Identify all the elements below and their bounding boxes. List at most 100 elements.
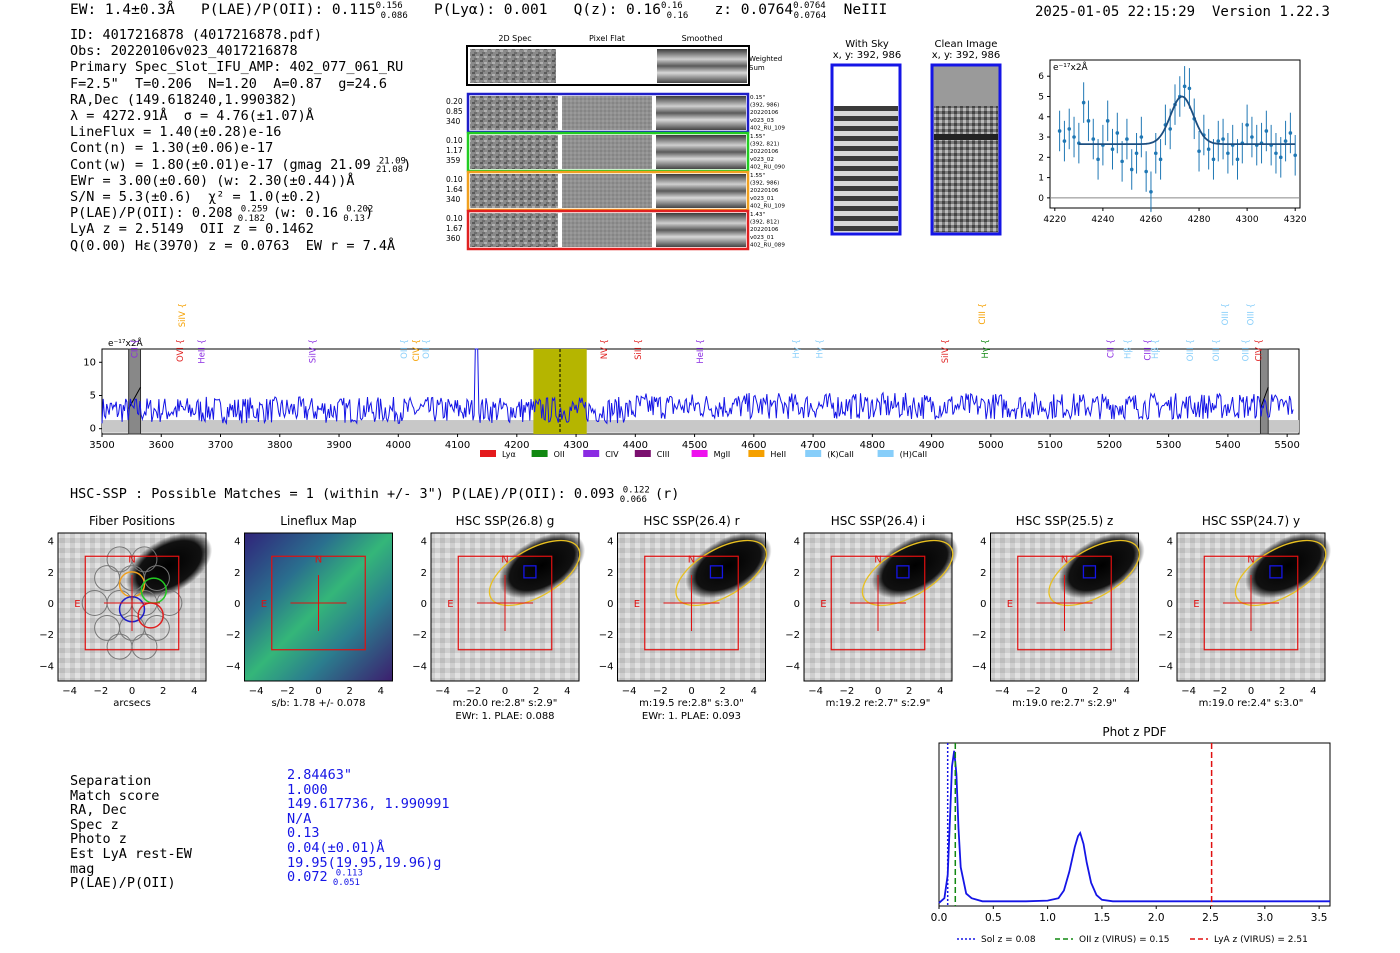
cutout-row-3-meta-1: 1.64	[446, 185, 463, 194]
spectrum-line-label: HeII {	[696, 339, 706, 364]
image-xtick-label: 4	[1124, 686, 1130, 697]
linefit-model-curve	[1078, 95, 1296, 145]
spectrum-xtick-label: 4000	[386, 440, 411, 451]
linefit-point	[1057, 129, 1062, 133]
east-label: E	[634, 599, 640, 610]
search-box	[1017, 555, 1112, 651]
linefit-ytick-label: 4	[1038, 113, 1044, 123]
spectrum-line-label: Hγ {	[981, 339, 991, 359]
image-xtick-label: 2	[1092, 686, 1098, 697]
spectrum-ytick-label: 10	[83, 357, 96, 368]
linefit-point	[1293, 153, 1297, 158]
linefit-point	[1235, 157, 1240, 162]
fiber-circle	[143, 614, 170, 641]
spectrum-line-label: CIII {	[978, 303, 988, 325]
search-box	[271, 555, 366, 651]
image-xtick-label: 2	[719, 686, 725, 697]
spectrum-legend-swatch	[691, 450, 708, 457]
image-xtick-label: 2	[906, 686, 912, 697]
image-xtick-label: 0	[1061, 686, 1067, 697]
image-xtick-label: 2	[1279, 686, 1285, 697]
summary-header: EW: 1.4±0.3Å P(LAE)/P(OII): 0.1150.1560.…	[70, 2, 887, 21]
image-ytick-label: 0	[794, 599, 800, 610]
match-label-ew: Est LyA rest-EW	[70, 845, 192, 862]
image-xtick-label: −4	[1181, 686, 1196, 697]
linefit-point	[1168, 127, 1172, 131]
match-label-radec: RA, Dec	[70, 802, 127, 819]
image-xtick-label: −2	[839, 686, 854, 697]
image-ytick-label: −2	[412, 630, 427, 641]
photz-title: Phot z PDF	[1102, 725, 1166, 739]
galaxy-blob	[125, 532, 213, 599]
image-caption-1: m:19.5 re:2.8" s:3.0"	[639, 698, 744, 709]
image-ytick-label: 4	[1167, 537, 1173, 548]
line-fit-chart: 0 1 2 3 4 5 6 4220 4240 4260 4280 4300 4320 e⁻¹⁷x2Å	[1038, 59, 1307, 225]
spectrum-mask-hatch	[1260, 387, 1269, 409]
image-xtick-label: −2	[653, 686, 668, 697]
search-box	[830, 555, 926, 651]
info-obs: Obs: 20220106v023_4017216878	[70, 43, 298, 60]
image-ytick-label: −4	[599, 661, 614, 672]
spectrum-line-label: SiII {	[634, 339, 644, 360]
cutout-row-2-info-3: v023_02	[750, 157, 774, 163]
photz-legend-label: OII z (VIRUS) = 0.15	[1079, 935, 1170, 945]
linefit-point	[1139, 135, 1144, 139]
search-box	[84, 555, 180, 651]
galaxy-blob	[1058, 532, 1145, 599]
image-caption-1: m:20.0 re:2.8" s:2.9"	[453, 698, 558, 709]
image-ytick-label: −4	[226, 661, 241, 672]
image-caption-1: m:19.0 re:2.7" s:2.9"	[1012, 698, 1117, 709]
spectrum-line-label: Hγ {	[816, 339, 826, 359]
image-panel-title: HSC SSP(26.8) g	[456, 514, 555, 528]
cutout-row-4-meta-2: 360	[446, 234, 461, 243]
weighted-sum-label: Weighted Sum	[749, 55, 782, 72]
spectrum-xtick-label: 3900	[326, 440, 351, 451]
spectrum-line-label: CII {	[1107, 339, 1117, 358]
match-marker	[896, 565, 910, 579]
east-label: E	[74, 599, 80, 610]
galaxy-blob	[1244, 532, 1332, 599]
north-label: N	[688, 554, 695, 565]
cutout-row-4-meta-1: 1.67	[446, 224, 463, 233]
linefit-point	[1086, 119, 1091, 123]
cutout-row-1-meta-1: 0.85	[446, 107, 463, 116]
info-lineflux: LineFlux = 1.40(±0.28)e-16	[70, 124, 282, 141]
spectrum-xtick-label: 4200	[504, 440, 529, 451]
image-panel-title: HSC SSP(26.4) r	[643, 514, 739, 528]
match-labels: Separation Match score RA, Dec Spec z Ph…	[70, 774, 192, 891]
spectrum-line-label: Hγ {	[792, 339, 802, 359]
col-label-2dspec: 2D Spec	[498, 34, 531, 43]
info-q: Q(0.00) Hε(3970) z = 0.0763 EW r = 7.4Å	[70, 237, 396, 254]
photz-xtick-label: 0.0	[931, 912, 948, 924]
linefit-point	[1264, 129, 1269, 133]
image-xtick-label: 0	[875, 686, 881, 697]
cutout-row-4-info-0: 1.43"	[750, 212, 765, 218]
photz-xtick-label: 1.5	[1094, 912, 1111, 924]
search-box	[644, 555, 739, 651]
linefit-point	[1062, 139, 1067, 143]
match-value-ew: 0.04(±0.01)Å	[287, 839, 385, 856]
detection-info: ID: 4017216878 (4017216878.pdf) Obs: 2022…	[70, 27, 411, 254]
spectrum-xtick-label: 5000	[978, 440, 1003, 451]
image-ytick-label: 4	[794, 537, 800, 548]
match-label-plae: P(LAE)/P(OII)	[70, 875, 176, 892]
linefit-ytick-label: 3	[1038, 133, 1044, 143]
image-xtick-label: −4	[62, 686, 77, 697]
image-panel-title: Fiber Positions	[89, 514, 175, 528]
image-ytick-label: −2	[1158, 630, 1173, 641]
linefit-point	[1187, 86, 1192, 91]
match-label-specz: Spec z	[70, 816, 119, 833]
image-ytick-label: −2	[40, 630, 54, 641]
spectrum-xtick-label: 3500	[89, 440, 114, 451]
match-marker	[523, 565, 537, 579]
spectrum-line-label: OVI {	[176, 339, 186, 362]
image-panel-title: HSC SSP(26.4) i	[831, 514, 926, 528]
spectrum-ytick-label: 0	[90, 424, 96, 435]
image-ytick-label: 4	[421, 537, 427, 548]
spectrum-line-label: SiIV {	[178, 303, 188, 327]
spectrum-line-label: CIV {	[1255, 339, 1265, 361]
z-lo: 0.0764	[793, 10, 827, 21]
spectrum-line-label: OIII {	[1212, 339, 1222, 361]
image-panel-title: HSC SSP(25.5) z	[1016, 514, 1114, 528]
linefit-xtick-label: 4220	[1043, 215, 1066, 225]
